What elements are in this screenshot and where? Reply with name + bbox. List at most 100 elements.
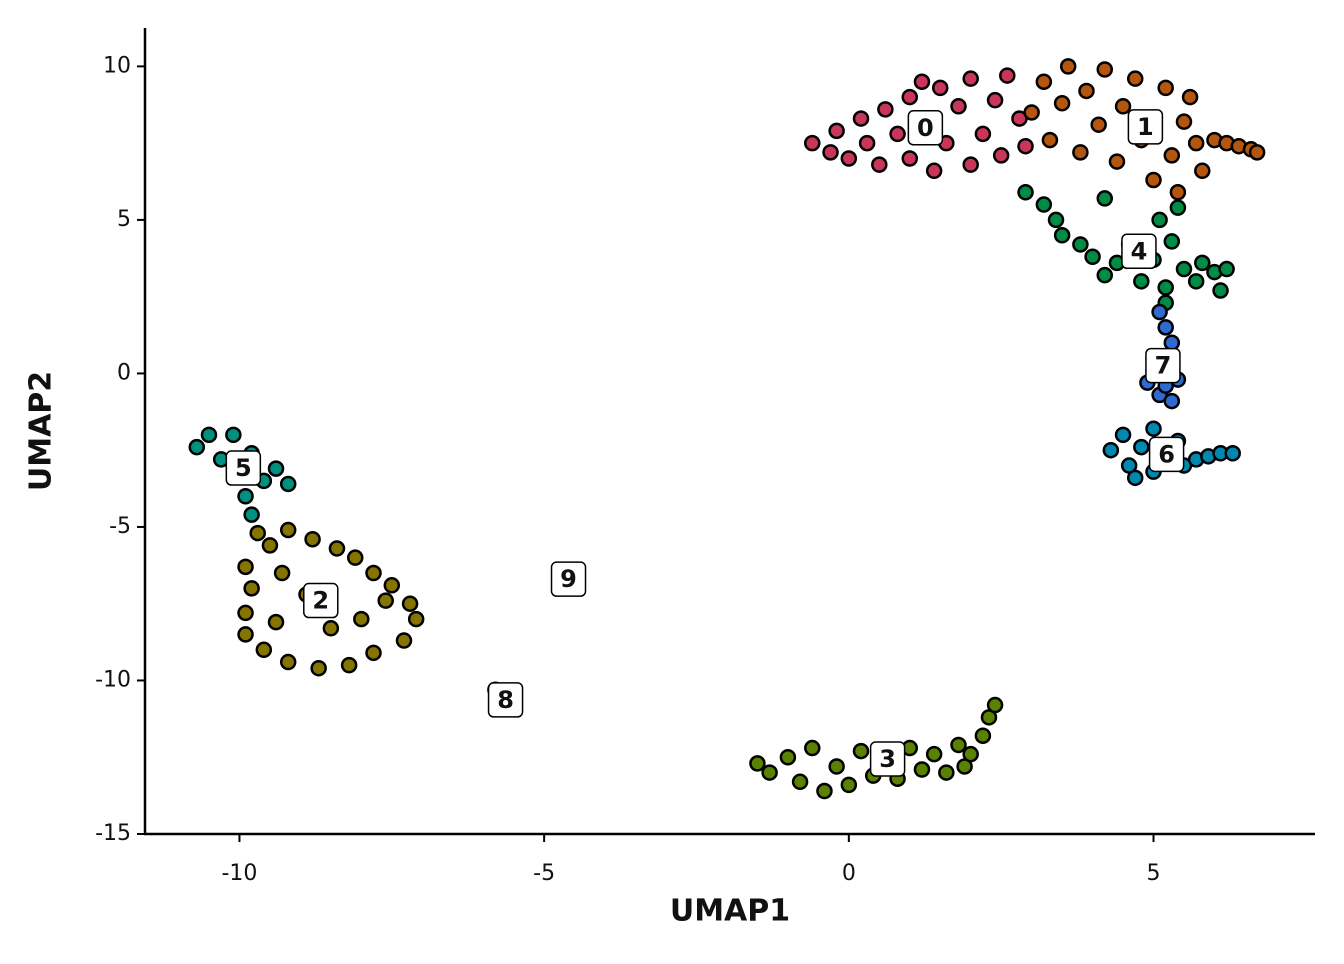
point	[804, 739, 821, 757]
point	[377, 592, 394, 609]
point	[816, 782, 833, 800]
point	[322, 620, 340, 637]
point	[1017, 184, 1034, 201]
point	[328, 540, 346, 557]
point	[395, 632, 413, 649]
point	[188, 438, 206, 456]
point	[1145, 420, 1162, 437]
point	[1151, 303, 1168, 321]
point	[1096, 190, 1114, 207]
point	[962, 156, 979, 173]
point	[1072, 144, 1089, 161]
point	[225, 426, 242, 444]
point	[1047, 211, 1065, 229]
cluster-label: 0	[917, 114, 934, 142]
y-tick-label: 0	[117, 360, 131, 385]
point	[1041, 131, 1059, 149]
point	[279, 521, 297, 539]
cluster-label-box	[907, 110, 944, 146]
point	[261, 537, 279, 554]
point	[901, 150, 919, 167]
point	[1023, 104, 1040, 121]
y-tick-label: -10	[95, 667, 131, 692]
cluster-label: 2	[312, 587, 329, 615]
point	[962, 70, 979, 87]
point	[353, 610, 370, 628]
cluster-label: 8	[497, 686, 514, 714]
point	[1163, 233, 1181, 250]
point	[237, 487, 254, 505]
point	[1163, 392, 1181, 410]
cluster-label-box	[225, 450, 262, 486]
cluster-label-box	[1121, 233, 1157, 270]
point	[925, 162, 943, 180]
cluster-label-box	[1127, 109, 1164, 145]
point	[1090, 116, 1107, 133]
point	[1218, 260, 1235, 278]
point	[1035, 196, 1053, 213]
point	[938, 764, 955, 781]
point	[1145, 171, 1162, 189]
point	[267, 460, 285, 477]
point	[1096, 61, 1114, 78]
point	[974, 125, 992, 143]
x-tick-label: 5	[1147, 861, 1161, 886]
point	[791, 773, 809, 791]
point	[1114, 98, 1132, 115]
point	[858, 134, 876, 152]
point	[822, 144, 839, 161]
y-tick-label: 10	[103, 53, 131, 78]
point	[1133, 273, 1150, 290]
point	[1169, 184, 1187, 201]
point	[986, 696, 1004, 714]
point	[852, 742, 870, 760]
point	[913, 761, 931, 778]
point	[310, 659, 327, 677]
point	[1084, 248, 1101, 266]
point	[304, 530, 321, 548]
point	[255, 641, 273, 659]
point	[877, 101, 894, 118]
point	[365, 644, 382, 662]
point	[950, 736, 967, 754]
point	[1102, 441, 1120, 459]
point	[1133, 438, 1150, 456]
point	[761, 764, 778, 781]
point	[1126, 70, 1144, 87]
point	[871, 156, 888, 173]
point	[1108, 153, 1126, 170]
point	[1126, 469, 1144, 487]
cluster-label: 6	[1158, 440, 1175, 468]
point	[999, 67, 1016, 84]
point	[986, 91, 1004, 109]
point	[931, 79, 949, 97]
y-tick-label: -15	[95, 821, 131, 846]
point	[1163, 147, 1181, 164]
point	[1187, 134, 1205, 152]
point	[1169, 199, 1187, 216]
point	[340, 656, 358, 674]
x-tick-label: -10	[221, 861, 257, 886]
point	[1035, 73, 1053, 90]
point	[889, 125, 906, 143]
cluster-label: 3	[879, 745, 896, 773]
point	[279, 653, 297, 671]
point	[1114, 426, 1132, 444]
y-tick-label: 5	[117, 207, 131, 232]
point	[1157, 279, 1174, 296]
x-axis-title: UMAP1	[670, 894, 790, 929]
point	[1072, 236, 1089, 253]
point	[1175, 260, 1193, 278]
point	[249, 524, 266, 542]
point	[237, 626, 254, 643]
point	[237, 558, 254, 576]
point	[840, 150, 858, 167]
point	[1224, 445, 1241, 462]
point	[273, 564, 291, 582]
point	[1248, 144, 1266, 161]
cluster-label-box	[550, 561, 587, 597]
point	[1175, 113, 1193, 130]
point	[279, 475, 297, 493]
point	[1194, 254, 1211, 272]
y-axis-title: UMAP2	[24, 371, 59, 491]
